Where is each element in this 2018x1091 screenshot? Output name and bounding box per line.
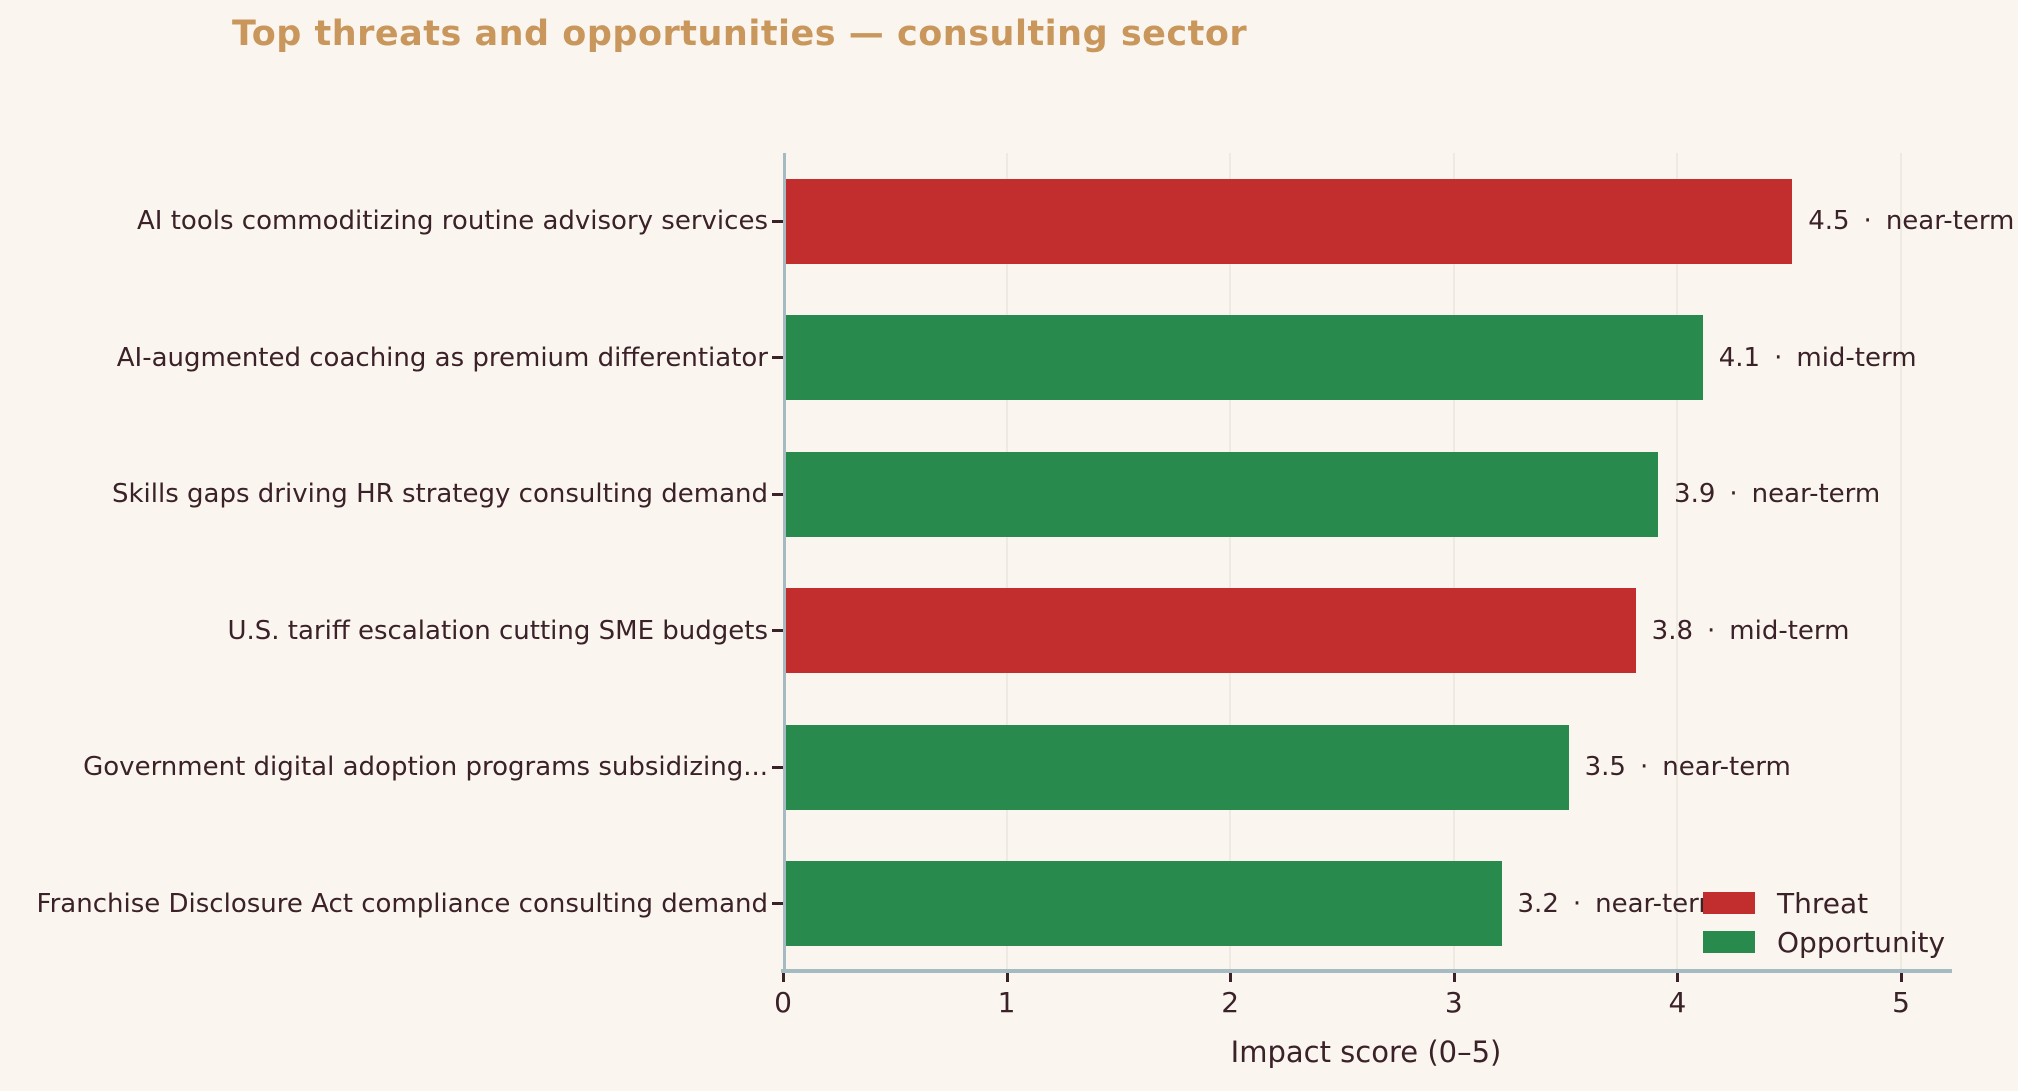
bar-value-annotation: 3.8 · mid-term <box>1652 611 1850 651</box>
x-tick-label: 2 <box>1221 986 1240 1019</box>
bar-category-label: Franchise Disclosure Act compliance cons… <box>36 888 768 919</box>
bar-category-label: Government digital adoption programs sub… <box>83 752 768 783</box>
value-separator: · <box>1863 206 1872 237</box>
bar <box>786 451 1659 537</box>
y-tick <box>772 629 783 633</box>
x-tick <box>1676 973 1680 982</box>
x-tick <box>782 973 785 982</box>
bar-timeframe: near-term <box>1751 479 1881 510</box>
y-tick <box>772 356 783 360</box>
bar-timeframe: near-term <box>1595 888 1724 919</box>
value-separator: · <box>1572 888 1582 919</box>
legend-swatch <box>1703 931 1755 953</box>
value-separator: · <box>1729 479 1738 510</box>
bar-value-annotation: 3.5 · near-term <box>1585 747 1791 787</box>
x-tick-label: 5 <box>1892 986 1910 1019</box>
gridline <box>1676 153 1679 969</box>
legend: Threat Opportunity <box>1703 887 1945 959</box>
bar-timeframe: near-term <box>1885 206 2015 237</box>
bar-value-annotation: 3.9 · near-term <box>1674 474 1880 514</box>
bar-timeframe: near-term <box>1662 752 1791 783</box>
bar-category-label: AI-augmented coaching as premium differe… <box>116 342 768 373</box>
y-tick <box>772 902 783 906</box>
bar-value-annotation: 4.1 · mid-term <box>1719 338 1917 378</box>
y-tick <box>772 219 783 223</box>
bar <box>786 861 1502 947</box>
y-axis-spine <box>783 153 786 973</box>
bar-value: 4.5 <box>1808 206 1850 237</box>
x-tick <box>1005 973 1009 982</box>
x-tick <box>1229 973 1233 982</box>
value-separator: · <box>1639 752 1649 783</box>
legend-item: Opportunity <box>1703 926 1945 959</box>
value-separator: · <box>1707 615 1716 646</box>
bar <box>786 588 1636 674</box>
bar <box>786 178 1793 264</box>
legend-item: Threat <box>1703 887 1945 920</box>
bar-value: 3.9 <box>1674 479 1716 510</box>
bar-category-label: Skills gaps driving HR strategy consulti… <box>112 479 768 510</box>
bar-value: 4.1 <box>1718 342 1761 373</box>
legend-swatch <box>1703 892 1755 914</box>
chart-title: Top threats and opportunities — consulti… <box>232 14 1248 54</box>
y-tick <box>772 492 783 496</box>
x-axis-label: Impact score (0–5) <box>1230 1035 1502 1069</box>
gridline <box>1900 153 1902 969</box>
legend-label: Opportunity <box>1777 925 1946 959</box>
bar-value: 3.8 <box>1651 615 1694 646</box>
bar-value-annotation: 3.2 · near-term <box>1518 884 1724 924</box>
bar-category-label: AI tools commoditizing routine advisory … <box>137 206 768 237</box>
bar-value: 3.2 <box>1517 888 1559 919</box>
x-tick-label: 0 <box>774 986 792 1019</box>
value-separator: · <box>1774 342 1783 373</box>
gridline <box>1229 153 1232 969</box>
bar-timeframe: mid-term <box>1729 615 1850 646</box>
gridline <box>1005 153 1008 969</box>
bar <box>786 315 1703 401</box>
bar <box>786 724 1569 810</box>
y-tick <box>772 765 783 769</box>
x-axis-line <box>781 969 1952 973</box>
gridline <box>1452 153 1455 969</box>
legend-label: Threat <box>1777 886 1869 920</box>
x-tick-label: 4 <box>1668 986 1687 1019</box>
bar-category-label: U.S. tariff escalation cutting SME budge… <box>227 615 768 646</box>
x-tick <box>1452 973 1456 982</box>
bar-value-annotation: 4.5 · near-term <box>1808 201 2014 241</box>
bar-value: 3.5 <box>1584 752 1626 783</box>
x-tick-label: 3 <box>1444 986 1463 1019</box>
bar-timeframe: mid-term <box>1796 342 1917 373</box>
x-tick <box>1900 973 1903 982</box>
x-tick-label: 1 <box>997 986 1016 1019</box>
